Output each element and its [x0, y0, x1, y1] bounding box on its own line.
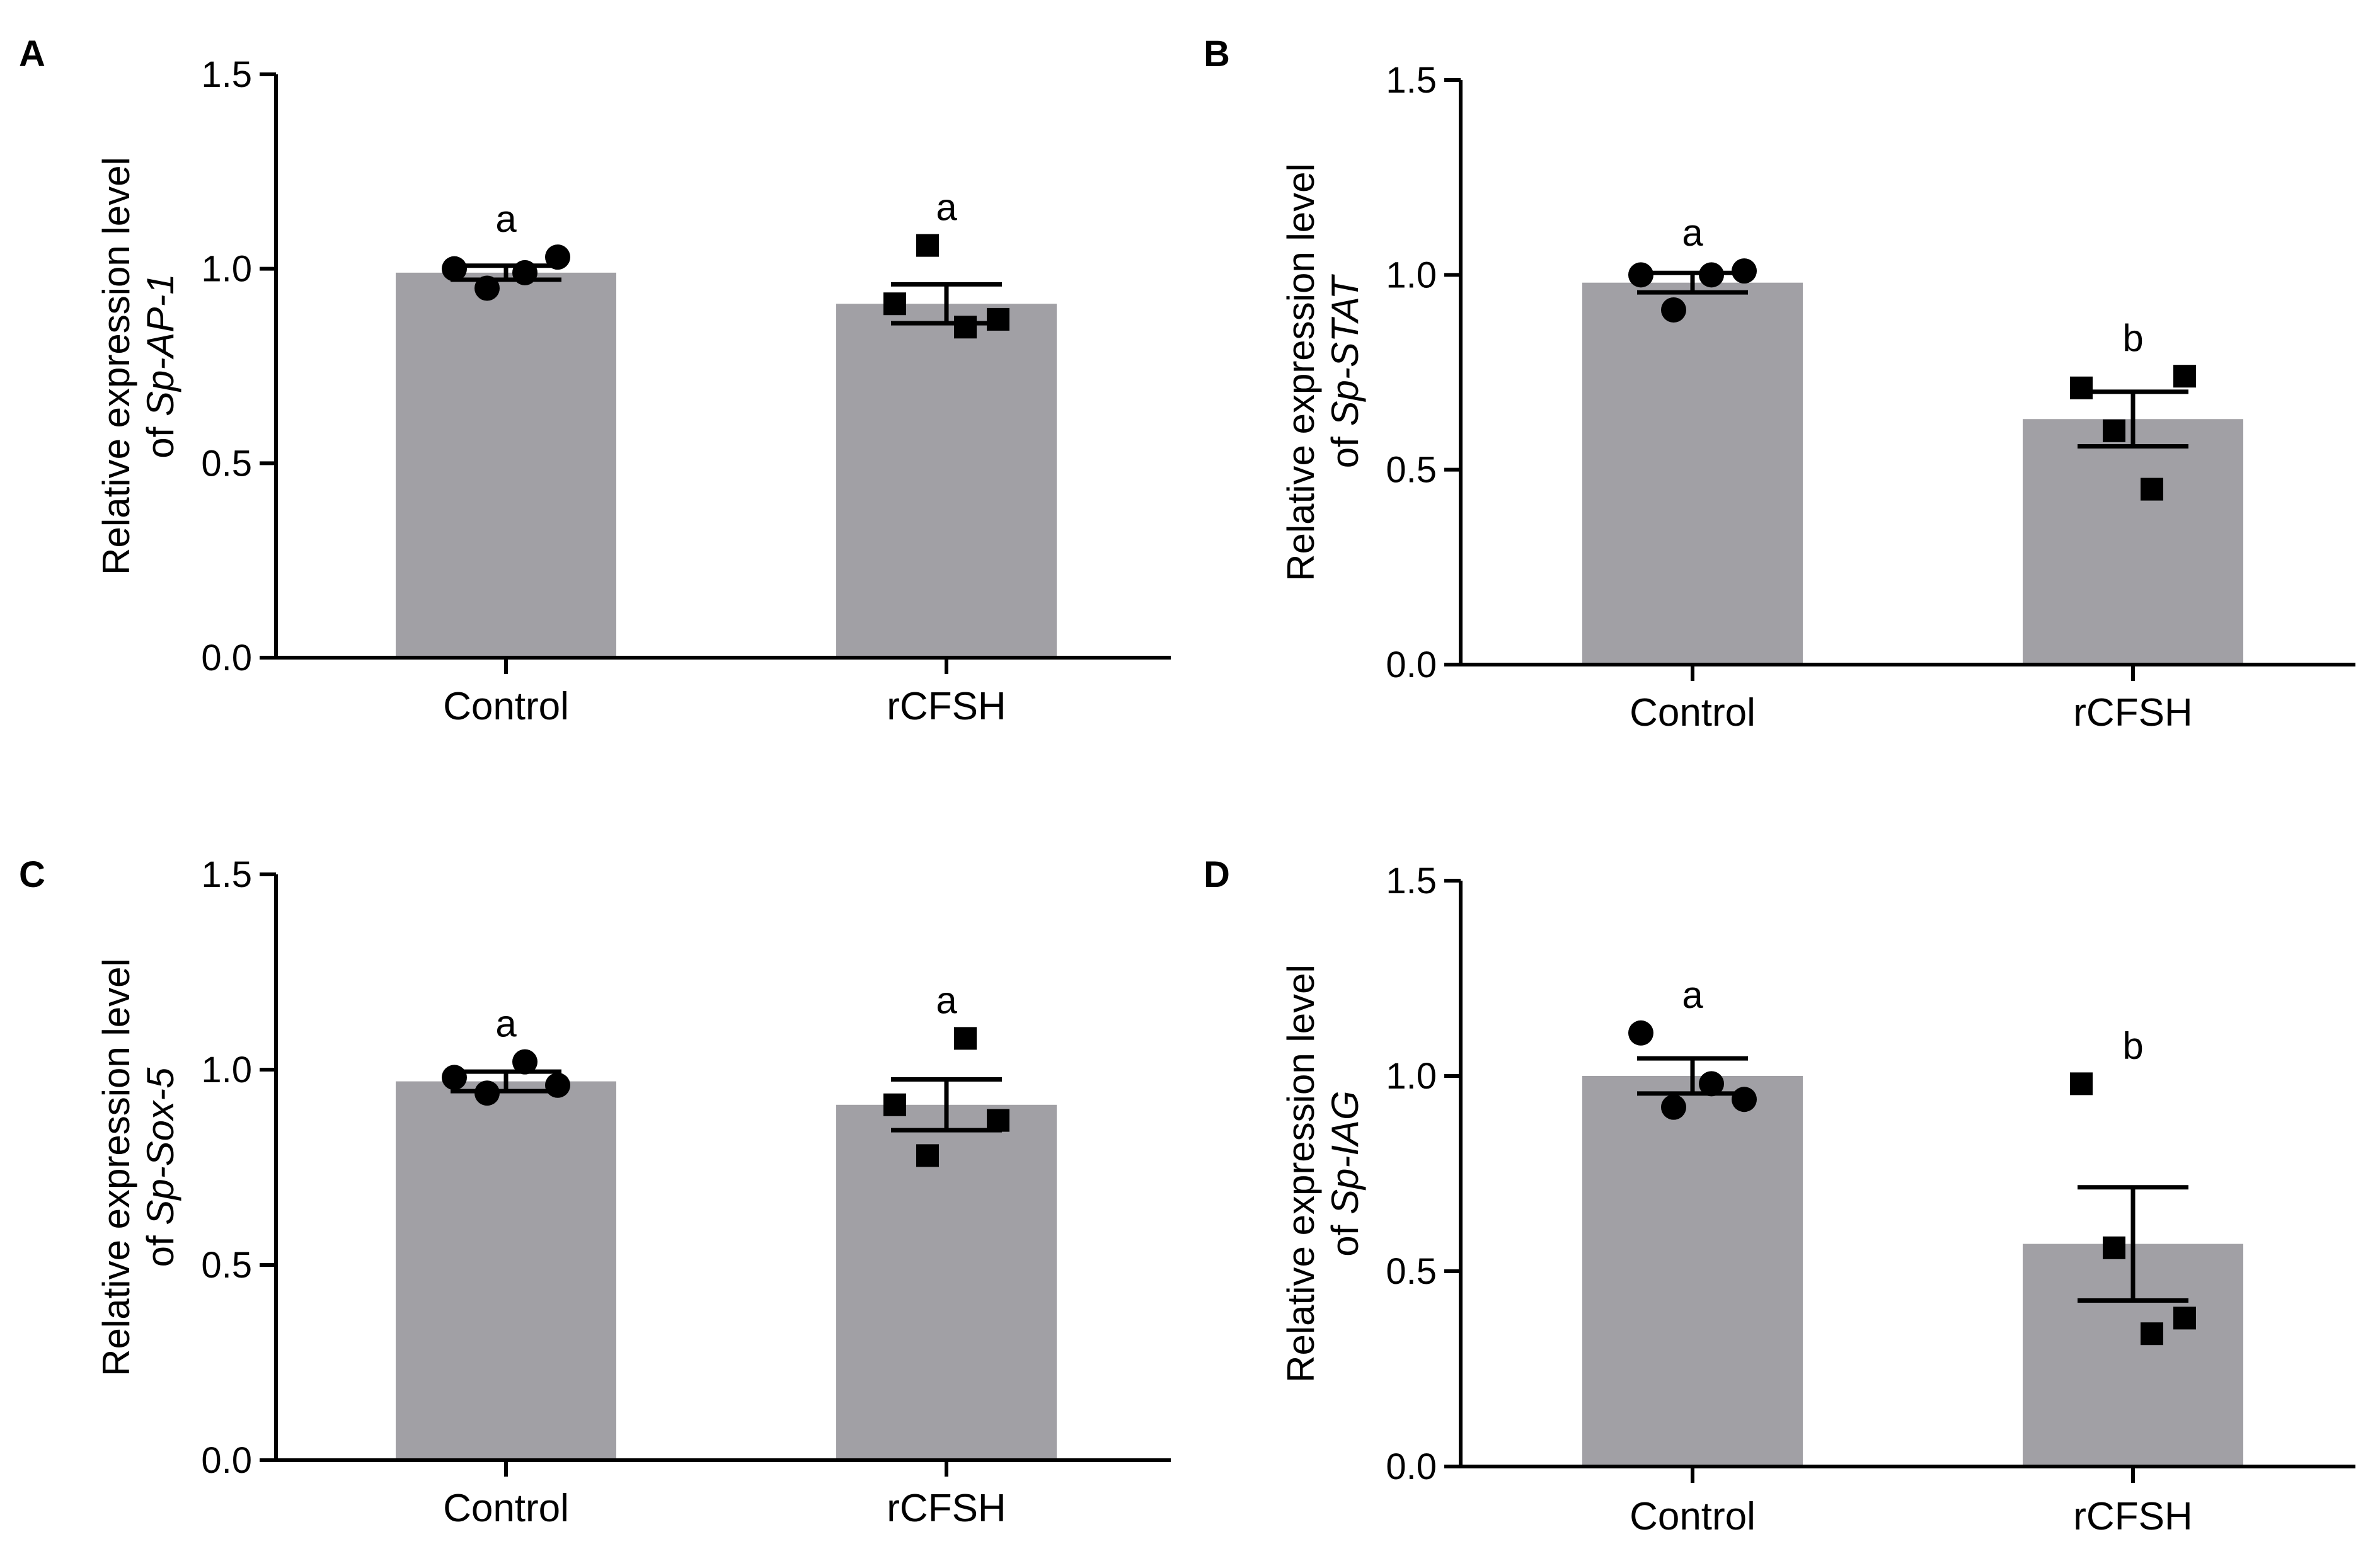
- significance-label: a: [495, 1003, 517, 1045]
- bar-rcfsh: [836, 304, 1057, 658]
- chart-panel-d: D 0.0 0.5 1.0 1.5 Control rCFSH Relative expres…: [1204, 854, 2355, 1538]
- data-point-square: [2141, 477, 2163, 501]
- data-point-circle: [545, 1072, 570, 1098]
- data-point-circle: [442, 256, 467, 282]
- data-point-square: [916, 234, 939, 257]
- data-point-circle: [442, 1065, 467, 1090]
- x-tick-label-rcfsh: rCFSH: [2073, 691, 2192, 735]
- y-tick-label: 0.0: [1386, 644, 1437, 685]
- data-point-circle: [1732, 1087, 1757, 1112]
- y-axis-title-prefix: of: [139, 1225, 181, 1267]
- y-axis-title-gene: Sp-IAG: [1324, 1090, 1366, 1215]
- data-point-circle: [1628, 1020, 1653, 1046]
- data-point-circle: [1661, 1094, 1686, 1120]
- y-axis-title-gene: Sp-STAT: [1324, 273, 1366, 426]
- x-tick-label-control: Control: [443, 685, 569, 728]
- panel-label: B: [1204, 33, 1230, 74]
- data-point-square: [2173, 365, 2196, 388]
- y-axis-title-line2: of Sp-Sox-5: [139, 1067, 181, 1267]
- bar-control: [1582, 282, 1803, 665]
- data-point-square: [2141, 1322, 2163, 1346]
- bar-control: [1582, 1076, 1803, 1467]
- bar-control: [396, 1081, 616, 1460]
- chart-panel-b: B 0.0 0.5 1.0 1.5 Control rCFSH Relative expres…: [1204, 33, 2355, 735]
- y-tick-label: 0.5: [201, 443, 252, 484]
- data-point-square: [987, 307, 1009, 331]
- y-tick-label: 1.0: [201, 249, 252, 290]
- panel-label: D: [1204, 854, 1230, 895]
- y-tick-label: 0.5: [1386, 450, 1437, 491]
- data-point-square: [916, 1144, 939, 1167]
- data-point-square: [2070, 376, 2093, 399]
- y-tick-label: 1.5: [1386, 60, 1437, 101]
- data-point-circle: [474, 1080, 500, 1106]
- y-axis-title-prefix: of: [1324, 1215, 1366, 1257]
- y-tick-label: 0.0: [201, 1440, 252, 1481]
- y-axis-title-line1: Relative expression level: [95, 157, 137, 575]
- data-point-square: [2103, 419, 2125, 442]
- x-tick-label-rcfsh: rCFSH: [2073, 1495, 2192, 1538]
- y-tick-label: 0.5: [1386, 1251, 1437, 1292]
- bar-rcfsh: [2023, 419, 2243, 665]
- x-tick-label-control: Control: [1630, 1495, 1756, 1538]
- data-point-square: [954, 1027, 977, 1050]
- data-point-circle: [1699, 262, 1724, 288]
- bar-control: [396, 272, 616, 658]
- y-tick-label: 1.5: [201, 54, 252, 95]
- y-axis-title-line2: of Sp-IAG: [1324, 1090, 1366, 1256]
- significance-label: a: [1682, 212, 1703, 254]
- y-tick-label: 1.5: [1386, 861, 1437, 901]
- significance-label: b: [2122, 317, 2143, 359]
- y-axis-title-line1: Relative expression level: [1280, 163, 1322, 581]
- y-tick-label: 0.5: [201, 1245, 252, 1286]
- bar-rcfsh: [836, 1104, 1057, 1460]
- y-axis-title-line1: Relative expression level: [95, 958, 137, 1376]
- y-tick-label: 0.0: [1386, 1446, 1437, 1487]
- y-axis-title-prefix: of: [1324, 426, 1366, 469]
- y-axis-title-line2: of Sp-AP-1: [139, 273, 181, 458]
- y-tick-label: 1.0: [1386, 1056, 1437, 1097]
- x-tick-label-control: Control: [443, 1487, 569, 1530]
- significance-label: a: [936, 979, 957, 1021]
- y-axis-title-gene: Sp-AP-1: [139, 273, 181, 416]
- y-tick-label: 0.0: [201, 638, 252, 678]
- significance-label: a: [936, 186, 957, 229]
- y-axis-title-gene: Sp-Sox-5: [139, 1067, 181, 1225]
- x-tick-label-rcfsh: rCFSH: [887, 685, 1006, 728]
- y-axis-title-line2: of Sp-STAT: [1324, 273, 1366, 468]
- data-point-circle: [512, 260, 538, 285]
- data-point-square: [883, 1093, 906, 1116]
- y-tick-label: 1.0: [201, 1049, 252, 1090]
- data-point-square: [954, 316, 977, 339]
- data-point-circle: [1699, 1071, 1724, 1097]
- panel-label: A: [19, 33, 45, 74]
- significance-label: b: [2122, 1024, 2143, 1066]
- y-tick-label: 1.5: [201, 854, 252, 895]
- chart-panel-a: A 0.0 0.5 1.0 1.5 Control rCFSH Relative expres…: [19, 33, 1171, 728]
- data-point-square: [883, 292, 906, 316]
- data-point-circle: [545, 244, 570, 270]
- x-tick-label-rcfsh: rCFSH: [887, 1487, 1006, 1530]
- data-point-square: [2173, 1307, 2196, 1330]
- data-point-square: [2103, 1236, 2125, 1259]
- significance-label: a: [495, 198, 517, 240]
- data-point-circle: [1661, 297, 1686, 323]
- chart-panel-c: C 0.0 0.5 1.0 1.5 Control rCFSH Relative expres…: [19, 854, 1171, 1530]
- data-point-square: [987, 1109, 1009, 1132]
- x-tick-label-control: Control: [1630, 691, 1756, 735]
- y-tick-label: 1.0: [1386, 254, 1437, 295]
- data-point-circle: [1732, 258, 1757, 284]
- data-point-circle: [474, 275, 500, 301]
- data-point-circle: [512, 1049, 538, 1075]
- panel-label: C: [19, 854, 45, 895]
- data-point-circle: [1628, 262, 1653, 288]
- y-axis-title-prefix: of: [139, 416, 181, 459]
- y-axis-title-line1: Relative expression level: [1280, 964, 1322, 1383]
- significance-label: a: [1682, 974, 1703, 1016]
- data-point-square: [2070, 1072, 2093, 1095]
